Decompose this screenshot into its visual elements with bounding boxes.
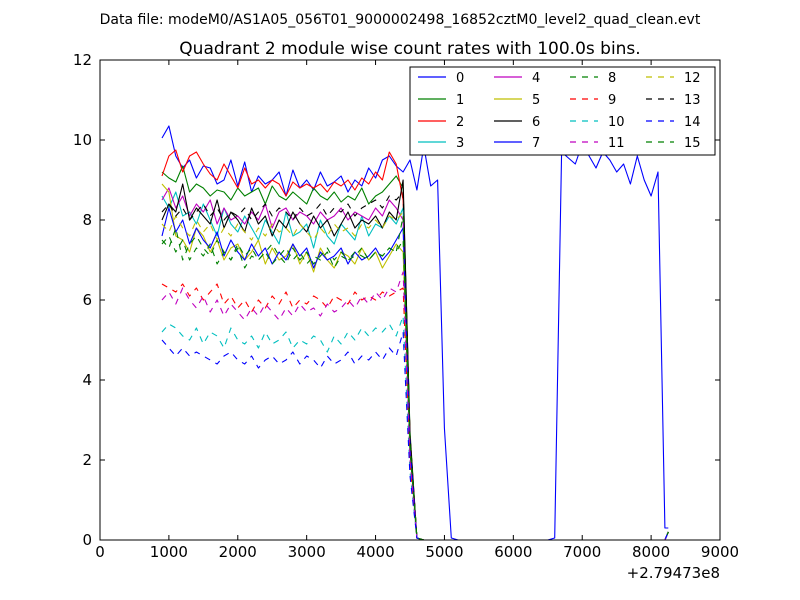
y-tick-label: 4 [82,371,92,389]
x-tick-label: 5000 [425,543,463,561]
y-tick-label: 0 [82,531,92,549]
legend-label-7: 7 [532,136,540,151]
series-line-6 [161,179,669,540]
series-line-15 [161,215,669,540]
suptitle: Data file: modeM0/AS1A05_056T01_90000024… [100,12,701,28]
y-tick-label: 10 [73,131,92,149]
legend-label-1: 1 [456,93,464,108]
series-line-1 [161,165,669,540]
y-tick-label: 6 [82,291,92,309]
legend-label-10: 10 [608,115,625,130]
legend-label-13: 13 [684,93,701,108]
x-tick-label: 7000 [563,543,601,561]
legend-label-8: 8 [608,71,616,86]
y-tick-label: 8 [82,211,92,229]
legend-label-12: 12 [684,71,701,86]
x-tick-label: 2000 [219,543,257,561]
legend-label-5: 5 [532,93,540,108]
series-line-4 [161,187,669,540]
plot-area [161,125,669,540]
x-offset-label: +2.79473e8 [627,564,720,582]
legend-label-6: 6 [532,115,540,130]
legend-label-11: 11 [608,136,625,151]
y-tick-label: 12 [73,51,92,69]
series-line-7 [161,207,669,540]
legend-label-0: 0 [456,71,464,86]
legend-label-15: 15 [684,136,701,151]
x-tick-label: 8000 [632,543,670,561]
legend-label-14: 14 [684,115,701,130]
legend-label-2: 2 [456,115,464,130]
series-line-14 [161,331,669,540]
series-line-11 [161,271,669,540]
x-tick-label: 1000 [150,543,188,561]
y-tick-label: 2 [82,451,92,469]
series-line-5 [161,183,669,540]
series-line-8 [161,227,669,540]
legend-label-3: 3 [456,136,464,151]
series-line-9 [161,283,669,540]
x-tick-label: 9000 [701,543,739,561]
legend-label-9: 9 [608,93,616,108]
series-line-12 [161,211,669,540]
chart-title: Quadrant 2 module wise count rates with … [179,39,640,59]
x-tick-label: 4000 [356,543,394,561]
series-line-2 [161,149,669,540]
x-tick-label: 3000 [288,543,326,561]
axes: 0 1000 2000 3000 4000 5000 6000 7000 8000 9000 0 2 4… [73,51,739,561]
x-tick-label: 0 [95,543,105,561]
legend-box [409,66,716,156]
x-tick-label: 6000 [494,543,532,561]
legend-label-4: 4 [532,71,540,86]
